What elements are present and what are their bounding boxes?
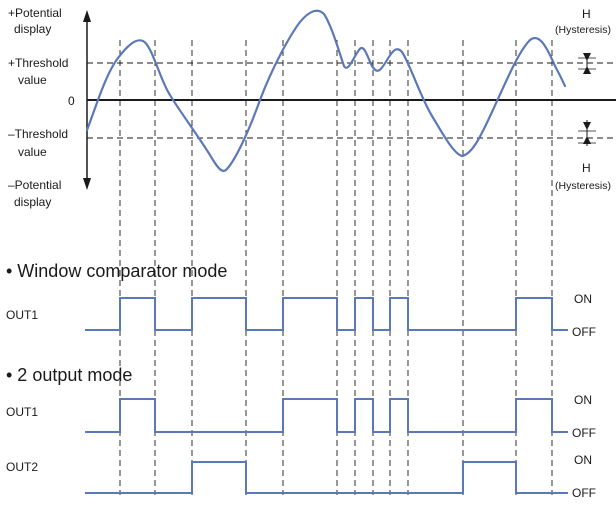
hysteresis-top-label: (Hysteresis)	[555, 24, 611, 36]
two-off1-label: OFF	[572, 426, 596, 440]
arrow-down-icon	[583, 53, 591, 61]
hysteresis-bottom-label: (Hysteresis)	[555, 180, 611, 192]
output-waveforms	[85, 297, 568, 494]
pos-threshold-label-line1: +Threshold	[8, 56, 68, 70]
window-out1-label: OUT1	[6, 308, 38, 322]
two-out2-waveform	[85, 461, 568, 494]
two-on1-label: ON	[574, 393, 592, 407]
zero-label: 0	[68, 94, 75, 108]
transition-markers	[119, 40, 553, 495]
window-comparator-title: • Window comparator mode	[6, 261, 227, 281]
arrow-up-icon	[583, 136, 591, 144]
h-bottom-label: H	[582, 161, 591, 175]
pos-threshold-label-line2: value	[18, 73, 47, 87]
signal-waveform	[85, 9, 567, 172]
h-top-label: H	[582, 7, 591, 21]
neg-display-label-line2: display	[14, 195, 51, 209]
hysteresis-indicator-bottom	[578, 120, 596, 146]
neg-threshold-label-line1: –Threshold	[8, 127, 68, 141]
two-out1-waveform	[85, 398, 568, 433]
window-out1-waveform	[85, 297, 568, 331]
window-off-label: OFF	[572, 325, 596, 339]
two-out2-label: OUT2	[6, 460, 38, 474]
pos-display-label-line1: +Potential	[8, 6, 62, 20]
two-off2-label: OFF	[572, 486, 596, 500]
pos-display-label-line2: display	[14, 22, 51, 36]
window-on-label: ON	[574, 292, 592, 306]
neg-display-label-line1: –Potential	[8, 178, 61, 192]
axis-up-arrow-icon	[83, 10, 91, 22]
arrow-down-icon	[583, 122, 591, 130]
neg-threshold-label-line2: value	[18, 145, 47, 159]
arrow-up-icon	[583, 66, 591, 74]
hysteresis-indicator-top	[578, 53, 596, 74]
two-output-title: • 2 output mode	[6, 365, 132, 385]
two-on2-label: ON	[574, 453, 592, 467]
axis-down-arrow-icon	[83, 178, 91, 190]
two-out1-label: OUT1	[6, 405, 38, 419]
